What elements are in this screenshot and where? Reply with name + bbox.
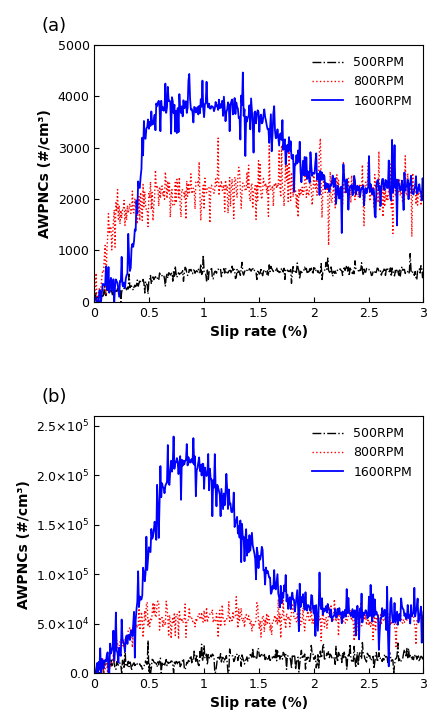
1600RPM [332, 181, 337, 190]
800RPM [234, 593, 239, 601]
800RPM [199, 196, 204, 204]
Line: 800RPM: 800RPM [95, 138, 424, 302]
Legend: 500RPM, 800RPM, 1600RPM: 500RPM, 800RPM, 1600RPM [307, 422, 417, 483]
Line: 500RPM: 500RPM [95, 254, 424, 302]
800RPM [92, 297, 97, 306]
500RPM [201, 652, 206, 661]
800RPM [215, 134, 221, 142]
500RPM [93, 669, 98, 678]
1600RPM [421, 180, 426, 189]
800RPM [223, 176, 228, 185]
1600RPM [223, 488, 228, 497]
1600RPM [300, 598, 305, 607]
800RPM [300, 183, 305, 192]
500RPM [330, 272, 335, 281]
1600RPM [330, 171, 335, 180]
500RPM [331, 655, 336, 664]
Line: 1600RPM: 1600RPM [95, 73, 424, 302]
800RPM [421, 615, 426, 624]
X-axis label: Slip rate (%): Slip rate (%) [210, 325, 308, 340]
500RPM [421, 654, 426, 662]
1600RPM [171, 432, 176, 441]
Line: 500RPM: 500RPM [95, 640, 424, 673]
Text: (a): (a) [42, 17, 67, 35]
500RPM [333, 660, 338, 669]
Line: 800RPM: 800RPM [95, 597, 424, 673]
1600RPM [131, 237, 137, 246]
500RPM [223, 264, 228, 273]
800RPM [92, 669, 97, 678]
1600RPM [200, 459, 205, 468]
1600RPM [330, 613, 335, 622]
X-axis label: Slip rate (%): Slip rate (%) [210, 696, 308, 710]
500RPM [92, 296, 97, 305]
500RPM [421, 266, 426, 275]
800RPM [421, 185, 426, 194]
500RPM [300, 268, 305, 276]
1600RPM [92, 669, 97, 678]
800RPM [330, 190, 335, 198]
Line: 1600RPM: 1600RPM [95, 436, 424, 673]
500RPM [200, 269, 205, 278]
800RPM [330, 618, 335, 627]
800RPM [222, 620, 227, 629]
800RPM [332, 188, 337, 197]
1600RPM [240, 68, 246, 77]
800RPM [131, 209, 137, 217]
500RPM [300, 651, 305, 660]
1600RPM [300, 166, 305, 175]
1600RPM [222, 105, 227, 113]
500RPM [132, 661, 138, 670]
800RPM [199, 608, 204, 616]
1600RPM [131, 608, 137, 616]
800RPM [131, 619, 137, 627]
800RPM [300, 616, 305, 625]
500RPM [132, 281, 138, 289]
500RPM [92, 662, 97, 671]
800RPM [332, 595, 337, 603]
1600RPM [332, 611, 337, 619]
500RPM [224, 651, 229, 660]
Legend: 500RPM, 800RPM, 1600RPM: 500RPM, 800RPM, 1600RPM [307, 51, 417, 113]
Y-axis label: AWPNCs (#/cm³): AWPNCs (#/cm³) [17, 480, 31, 609]
Text: (b): (b) [42, 387, 67, 406]
500RPM [332, 269, 337, 278]
500RPM [408, 249, 413, 258]
1600RPM [92, 297, 97, 306]
1600RPM [199, 103, 204, 111]
500RPM [145, 636, 151, 645]
1600RPM [421, 607, 426, 616]
Y-axis label: AWPNCs (#/cm³): AWPNCs (#/cm³) [38, 109, 52, 238]
500RPM [97, 297, 102, 306]
